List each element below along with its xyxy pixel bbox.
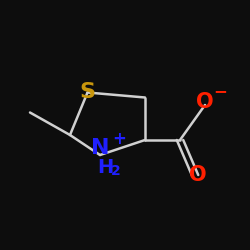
Text: S: S — [80, 82, 96, 102]
Text: N: N — [91, 138, 109, 158]
Text: +: + — [112, 130, 126, 148]
Text: O: O — [196, 92, 214, 112]
Text: −: − — [213, 82, 227, 100]
Text: O: O — [189, 165, 206, 185]
Text: 2: 2 — [112, 164, 121, 178]
Text: H: H — [97, 158, 113, 177]
